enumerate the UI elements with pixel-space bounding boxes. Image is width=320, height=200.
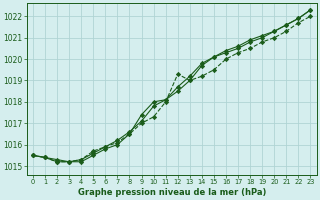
X-axis label: Graphe pression niveau de la mer (hPa): Graphe pression niveau de la mer (hPa) <box>77 188 266 197</box>
